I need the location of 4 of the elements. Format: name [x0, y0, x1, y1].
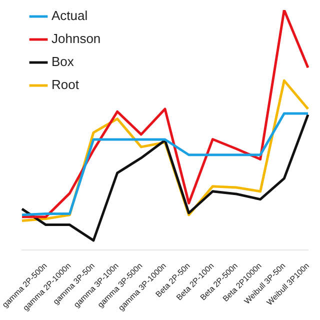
legend-label: Box — [52, 54, 74, 70]
legend-label: Root — [52, 77, 80, 92]
legend-label: Johnson — [52, 31, 101, 46]
legend-label: Actual — [52, 8, 88, 24]
